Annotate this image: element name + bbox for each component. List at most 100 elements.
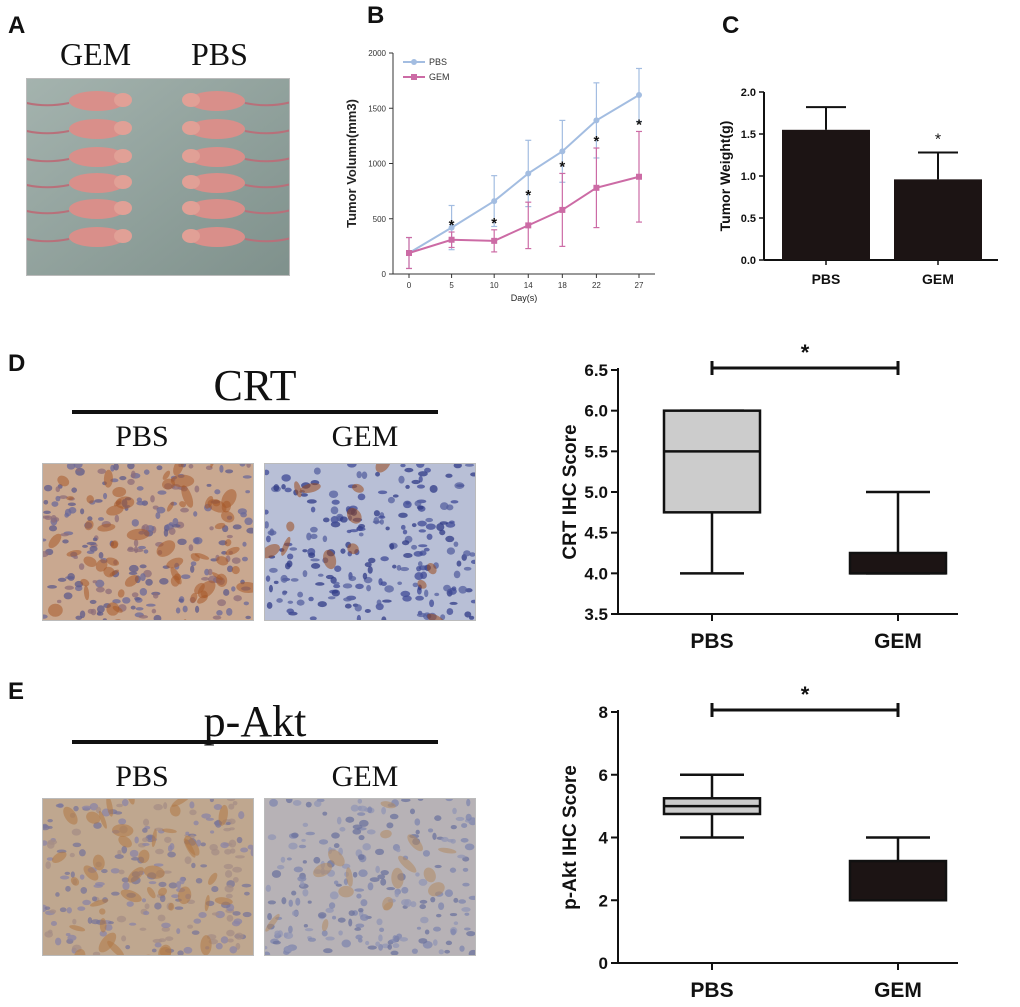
tissue-cell bbox=[424, 929, 430, 935]
c-y-tick-label: 1.0 bbox=[741, 171, 756, 183]
tissue-cell bbox=[449, 912, 458, 917]
tissue-cell bbox=[283, 932, 288, 938]
mouse-head bbox=[114, 93, 132, 107]
tissue-cell bbox=[280, 574, 288, 583]
tissue-cell bbox=[418, 529, 427, 533]
tissue-cell bbox=[43, 551, 49, 558]
tissue-cell bbox=[354, 888, 365, 892]
mouse-body bbox=[69, 91, 125, 111]
tissue-cell bbox=[244, 891, 250, 896]
tissue-cell bbox=[219, 465, 224, 473]
tissue-cell bbox=[211, 848, 220, 856]
tissue-cell bbox=[412, 582, 419, 588]
tissue-cell bbox=[325, 936, 335, 941]
tissue-cell bbox=[457, 854, 466, 859]
tissue-stain bbox=[156, 540, 176, 557]
tissue-cell bbox=[172, 517, 179, 526]
mouse bbox=[182, 119, 289, 139]
tissue-cell bbox=[445, 940, 453, 946]
tissue-cell bbox=[470, 599, 475, 604]
tissue-cell bbox=[96, 611, 104, 616]
c-y-tick-label: 1.5 bbox=[741, 129, 756, 141]
tissue-cell bbox=[291, 910, 299, 917]
tissue-cell bbox=[243, 601, 249, 606]
b-significance-star: * bbox=[449, 217, 455, 234]
mouse-head bbox=[182, 175, 200, 189]
tissue-cell bbox=[68, 507, 77, 514]
d-box-pbs bbox=[662, 409, 762, 575]
tissue-stain bbox=[391, 867, 404, 889]
tissue-cell bbox=[310, 533, 318, 540]
mouse-tail bbox=[244, 183, 289, 189]
tissue-cell bbox=[364, 609, 371, 613]
tissue-cell bbox=[404, 467, 414, 473]
tissue-cell bbox=[289, 547, 298, 551]
tissue-stain bbox=[86, 495, 95, 504]
tissue-cell bbox=[71, 828, 82, 836]
tissue-cell bbox=[92, 580, 98, 584]
tissue-cell bbox=[54, 937, 62, 946]
tissue-cell bbox=[358, 869, 368, 877]
tissue-cell bbox=[296, 599, 305, 606]
tissue-cell bbox=[415, 872, 420, 877]
tissue-cell bbox=[416, 484, 425, 489]
tissue-cell bbox=[194, 485, 200, 493]
tissue-cell bbox=[308, 552, 316, 559]
tissue-stain bbox=[143, 865, 165, 879]
tissue-stain bbox=[438, 847, 457, 854]
tissue-cell bbox=[364, 562, 372, 568]
tissue-cell bbox=[419, 899, 428, 904]
b-significance-star: * bbox=[525, 187, 531, 204]
tissue-cell bbox=[47, 929, 53, 934]
tissue-cell bbox=[276, 864, 285, 870]
tissue-cell bbox=[145, 603, 156, 607]
d-y-axis-label: CRT IHC Score bbox=[560, 424, 581, 559]
tissue-cell bbox=[367, 566, 373, 574]
tissue-cell bbox=[397, 581, 403, 586]
tissue-cell bbox=[418, 471, 428, 477]
tissue-cell bbox=[394, 890, 400, 898]
tissue-stain bbox=[158, 887, 167, 896]
tissue-cell bbox=[387, 944, 393, 950]
tissue-stain bbox=[231, 565, 240, 575]
tissue-stain bbox=[225, 546, 240, 556]
tissue-stain bbox=[423, 867, 436, 883]
tissue-cell bbox=[118, 818, 127, 825]
b-data-point bbox=[525, 170, 532, 177]
tissue-cell bbox=[400, 524, 406, 530]
tissue-cell bbox=[193, 820, 199, 826]
mouse-head bbox=[114, 121, 132, 135]
tissue-cell bbox=[432, 832, 437, 840]
tissue-cell bbox=[73, 805, 79, 812]
tissue-cell bbox=[305, 801, 312, 808]
b-data-point bbox=[448, 236, 455, 243]
panel-label-a: A bbox=[8, 12, 26, 39]
tissue-cell bbox=[303, 923, 308, 928]
b-y-tick-label: 1000 bbox=[368, 160, 386, 169]
tissue-cell bbox=[145, 578, 153, 586]
tissue-stain bbox=[380, 829, 392, 839]
tissue-cell bbox=[401, 540, 410, 546]
tissue-cell bbox=[365, 940, 370, 946]
tissue-cell bbox=[193, 918, 202, 924]
tissue-cell bbox=[464, 912, 470, 916]
tissue-cell bbox=[402, 500, 412, 509]
tissue-cell bbox=[403, 552, 413, 559]
tissue-cell bbox=[290, 578, 299, 582]
tissue-cell bbox=[86, 541, 97, 546]
tissue-cell bbox=[128, 564, 139, 573]
tissue-cell bbox=[229, 946, 238, 954]
tissue-stain bbox=[138, 849, 150, 864]
tissue-cell bbox=[469, 552, 475, 557]
pakt-title-rule bbox=[72, 740, 438, 744]
mouse-head bbox=[182, 149, 200, 163]
tissue-cell bbox=[140, 573, 146, 582]
tissue-stain bbox=[294, 481, 302, 498]
tissue-cell bbox=[385, 526, 390, 531]
tissue-cell bbox=[414, 818, 421, 826]
tissue-cell bbox=[179, 876, 185, 885]
tissue-cell bbox=[215, 942, 223, 950]
mouse bbox=[182, 199, 289, 219]
tissue-cell bbox=[306, 499, 317, 504]
tissue-cell bbox=[450, 928, 457, 936]
